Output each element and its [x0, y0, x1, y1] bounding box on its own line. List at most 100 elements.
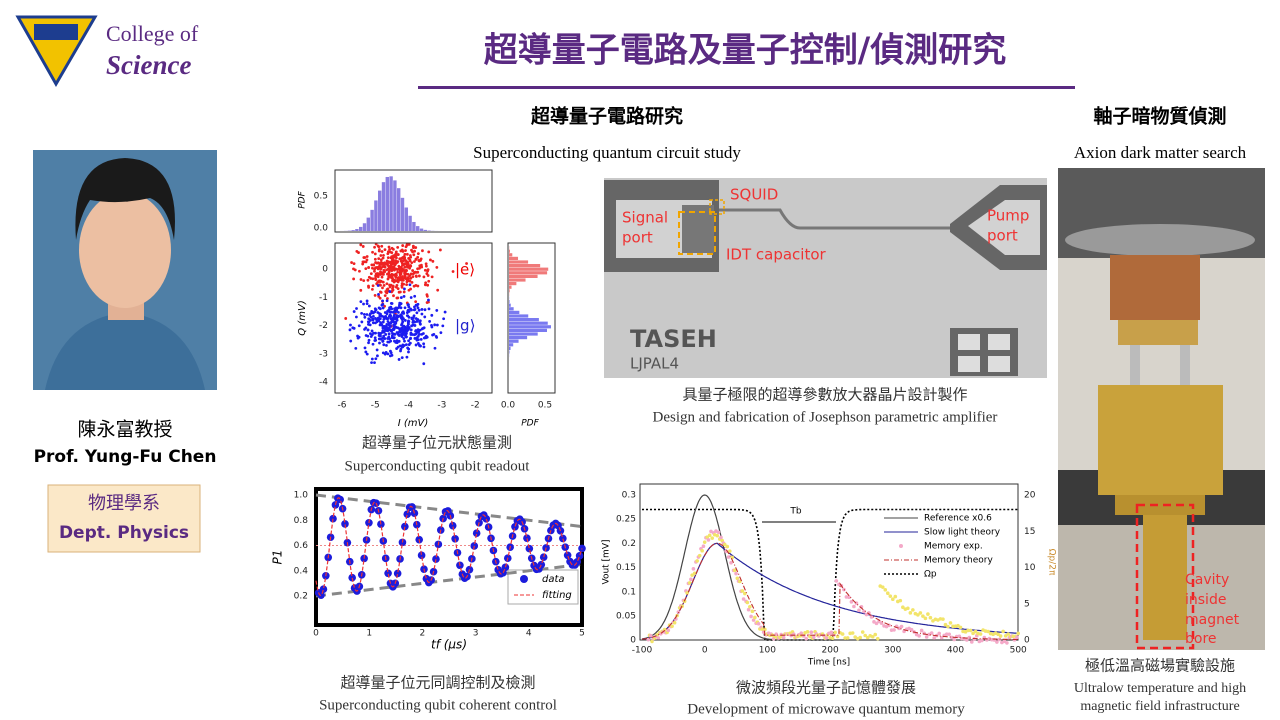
memory-dot	[662, 627, 667, 632]
tick-label: 0	[1024, 636, 1030, 646]
scatter-dot	[399, 267, 403, 271]
scatter-dot	[374, 357, 378, 361]
scatter-dot	[411, 244, 415, 248]
scatter-dot	[378, 317, 382, 321]
scatter-dot	[391, 287, 394, 291]
memory-dot	[980, 638, 984, 643]
scatter-dot	[427, 300, 430, 304]
scatter-dot	[420, 312, 424, 316]
memory-dot	[923, 616, 928, 621]
histogram-bar	[359, 226, 363, 231]
axis-label: PDF	[521, 419, 539, 429]
memory-dot	[834, 579, 839, 583]
memory-dot	[947, 632, 952, 637]
scatter-dot	[396, 245, 400, 249]
scatter-dot	[362, 302, 365, 306]
scatter-dot	[357, 335, 361, 339]
caption: Design and fabrication of Josephson para…	[653, 409, 998, 425]
tick-label: 2	[420, 629, 426, 639]
memory-dot	[901, 605, 905, 610]
scatter-dot	[388, 307, 392, 311]
scatter-dot	[392, 294, 395, 298]
scatter-dot	[394, 325, 397, 329]
memory-dot	[740, 589, 745, 593]
memory-dot	[880, 585, 885, 589]
scatter-dot	[381, 256, 385, 260]
memory-dot	[911, 608, 915, 612]
scatter-dot	[407, 305, 411, 309]
scatter-dot	[394, 340, 398, 344]
histogram-bar	[509, 274, 538, 278]
memory-dot	[774, 632, 778, 637]
scatter-dot	[376, 275, 380, 279]
scatter-dot	[389, 322, 393, 325]
tick-label: -3	[319, 349, 328, 359]
scatter-dot	[402, 324, 406, 328]
data-dot	[559, 534, 567, 543]
scatter-dot	[374, 308, 378, 312]
scatter-dot	[414, 300, 418, 304]
tick-label: 0	[630, 636, 636, 646]
annotation: Tb	[789, 507, 801, 517]
scatter-dot	[398, 273, 402, 277]
memory-dot	[875, 636, 880, 641]
scatter-dot	[402, 337, 406, 340]
scatter-dot	[421, 332, 425, 335]
scatter-dot	[409, 276, 413, 280]
chip-label: LJPAL4	[630, 355, 679, 373]
scatter-dot	[390, 336, 394, 340]
scatter-dot	[414, 343, 418, 347]
scatter-dot	[373, 336, 377, 340]
data-dot	[393, 569, 402, 578]
scatter-dot	[400, 315, 404, 319]
histogram-bar	[404, 207, 408, 231]
memory-dot	[919, 628, 924, 633]
scatter-dot	[373, 361, 376, 365]
tick-label: 5	[1024, 599, 1030, 609]
memory-dot	[899, 624, 904, 629]
data-dot	[401, 522, 409, 531]
caption: Superconducting qubit coherent control	[319, 697, 557, 713]
scatter-dot	[406, 276, 410, 279]
tick-label: 0.5	[314, 192, 328, 202]
tick-label: 0.6	[294, 541, 309, 551]
scatter-dot	[394, 261, 398, 265]
scatter-dot	[367, 338, 371, 342]
scatter-dot	[411, 272, 415, 276]
scatter-dot	[365, 313, 369, 316]
scatter-dot	[412, 253, 416, 257]
scatter-dot	[407, 242, 411, 246]
scatter-dot	[400, 285, 404, 289]
scatter-dot	[423, 315, 427, 319]
scatter-dot	[414, 246, 418, 249]
memory-dot	[892, 628, 896, 632]
memory-dot	[695, 559, 699, 563]
legend-entry: Slow light theory	[924, 528, 1001, 538]
scatter-dot	[404, 268, 408, 272]
memory-dot	[857, 608, 861, 613]
scatter-dot	[425, 293, 429, 297]
scatter-dot	[373, 245, 376, 249]
scatter-dot	[364, 334, 368, 337]
memory-dot	[706, 538, 711, 542]
scatter-dot	[369, 318, 372, 322]
scatter-dot	[399, 276, 402, 280]
memory-dot	[804, 636, 809, 641]
scatter-dot	[429, 258, 432, 262]
logo-band	[34, 24, 78, 40]
scatter-dot	[430, 324, 433, 327]
axis-label: P1	[271, 550, 285, 565]
scatter-dot	[387, 245, 391, 249]
scatter-dot	[416, 270, 420, 274]
memory-dot	[835, 634, 840, 639]
tick-label: 100	[759, 646, 776, 656]
scatter-dot	[371, 266, 374, 270]
histogram-bar	[509, 325, 551, 329]
scatter-dot	[407, 322, 410, 326]
memory-dot	[949, 635, 954, 640]
control-curve	[642, 508, 1019, 641]
scatter-dot	[399, 329, 403, 333]
caption: 極低溫高磁場實驗設施	[1085, 657, 1235, 675]
